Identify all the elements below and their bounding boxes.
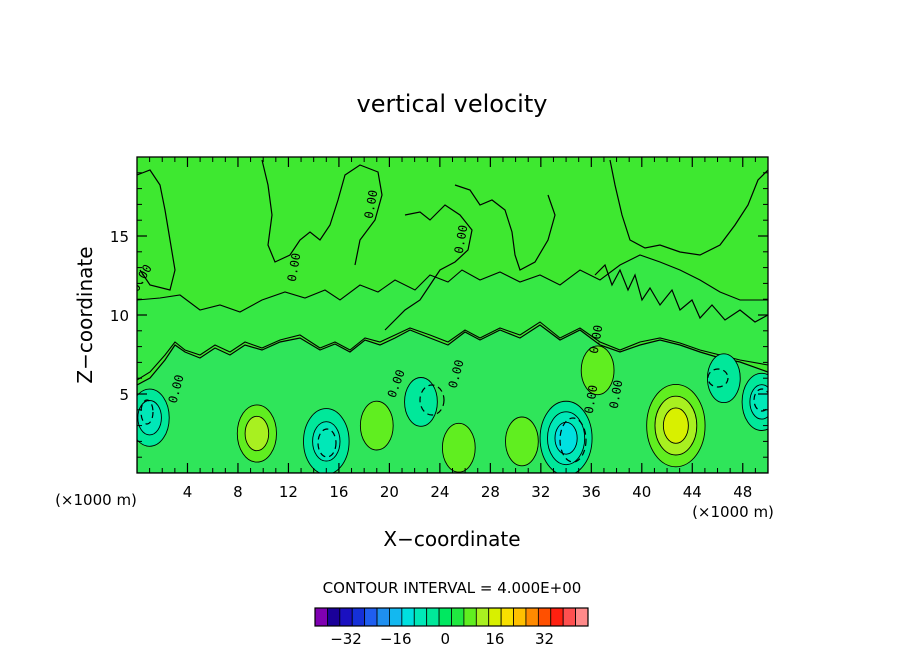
colorbar-swatch xyxy=(575,607,589,627)
colorbar-swatch xyxy=(475,607,490,627)
updraft-cell xyxy=(359,400,394,451)
downdraft-cell xyxy=(749,384,768,420)
colorbar-swatch xyxy=(327,607,341,627)
x-tick-label: 4 xyxy=(183,483,193,501)
downdraft-cell xyxy=(312,421,341,462)
y-tick-label: 10 xyxy=(110,307,129,325)
x-tick-label: 36 xyxy=(582,483,601,501)
contour-interval-label: CONTOUR INTERVAL = 4.000E+00 xyxy=(323,579,582,597)
colorbar-tick-label: −16 xyxy=(380,630,412,648)
updraft-cell xyxy=(441,422,476,473)
x-tick-label: 32 xyxy=(531,483,550,501)
colorbar-swatch xyxy=(314,607,328,627)
colorbar-swatch xyxy=(401,607,415,627)
updraft-cell xyxy=(505,416,539,467)
colorbar-swatch xyxy=(376,607,390,627)
contour-col-4 xyxy=(594,263,768,323)
plot-area: 0.000.000.000.000.00 0.00 0.000.000.000.00 xyxy=(137,157,768,473)
colorbar-swatch xyxy=(426,607,440,627)
x-tick-label: 16 xyxy=(329,483,348,501)
colorbar-swatch xyxy=(351,607,366,627)
zero-contour-label: 0.00 xyxy=(587,324,606,355)
colorbar-tick-label: 16 xyxy=(485,630,504,648)
colorbar-swatch xyxy=(413,607,428,627)
colorbar-swatch xyxy=(513,607,527,627)
contour-col-3 xyxy=(609,159,768,256)
x-tick-label: 20 xyxy=(380,483,399,501)
x-unit-right: (×1000 m) xyxy=(692,503,774,521)
colorbar-tick-label: 32 xyxy=(535,630,554,648)
y-tick-label: 5 xyxy=(119,386,129,404)
colorbar-swatch xyxy=(364,607,378,627)
colorbar-swatch xyxy=(451,607,465,627)
dashed-contour-1 xyxy=(559,417,587,463)
upper-contours xyxy=(137,159,768,331)
colorbar-swatch xyxy=(488,607,502,627)
zero-contour-label: 0.00 xyxy=(362,189,381,220)
dashed-contour-6 xyxy=(707,368,729,388)
dashed-contour-5 xyxy=(419,384,445,416)
colorbar-swatch xyxy=(463,607,477,627)
y-tick-label: 15 xyxy=(110,228,129,246)
x-tick-label: 8 xyxy=(233,483,243,501)
colorbar-swatch xyxy=(389,607,403,627)
zero-contour-label: 0.00 xyxy=(452,224,471,255)
x-tick-label: 44 xyxy=(683,483,702,501)
colorbar-swatch xyxy=(562,607,576,627)
y-axis-label: Z−coordinate xyxy=(73,246,97,383)
dashed-contour-3 xyxy=(140,399,154,425)
updraft-cell xyxy=(244,415,270,452)
colorbar-tick-label: −32 xyxy=(330,630,362,648)
dashed-contour-4 xyxy=(753,388,768,412)
colorbar-swatch xyxy=(500,607,514,627)
colorbar-swatch xyxy=(550,607,564,627)
x-axis-ticks: 4 8 12 16 20 24 28 32 36 40 44 48 xyxy=(149,157,756,501)
contour-col-5 xyxy=(384,204,473,331)
zero-contour-label: 0.00 xyxy=(607,379,626,410)
x-axis-label: X−coordinate xyxy=(383,527,520,551)
downdraft-cell xyxy=(554,421,578,455)
updraft-cell xyxy=(580,345,615,396)
colorbar-tick-labels: −32 −16 0 16 32 xyxy=(330,630,554,648)
colorbar xyxy=(314,607,589,627)
colorbar-swatch xyxy=(537,607,552,627)
x-tick-label: 24 xyxy=(430,483,449,501)
contour-col-2 xyxy=(454,184,556,271)
negative-contours xyxy=(140,368,768,463)
dashed-contour-2 xyxy=(317,428,337,458)
x-tick-label: 12 xyxy=(279,483,298,501)
contour-col-1 xyxy=(261,159,383,266)
zero-contour-label: 0.00 xyxy=(582,384,601,415)
colorbar-swatch xyxy=(438,607,452,627)
x-tick-label: 40 xyxy=(632,483,651,501)
y-axis-ticks: 5 10 15 xyxy=(110,172,768,458)
x-tick-label: 28 xyxy=(481,483,500,501)
x-tick-label: 48 xyxy=(733,483,752,501)
downdraft-cell xyxy=(706,353,741,404)
colorbar-frame xyxy=(314,607,589,627)
chart-title: vertical velocity xyxy=(357,90,548,118)
x-unit-left: (×1000 m) xyxy=(55,491,137,509)
colorbar-tick-label: 0 xyxy=(441,630,451,648)
colorbar-swatch xyxy=(525,607,539,627)
updraft-cell xyxy=(662,407,689,444)
convective-cells xyxy=(137,345,768,473)
contour-left-column xyxy=(137,169,176,291)
zero-contour-label: 0.00 xyxy=(285,252,304,283)
colorbar-swatch xyxy=(339,607,353,627)
